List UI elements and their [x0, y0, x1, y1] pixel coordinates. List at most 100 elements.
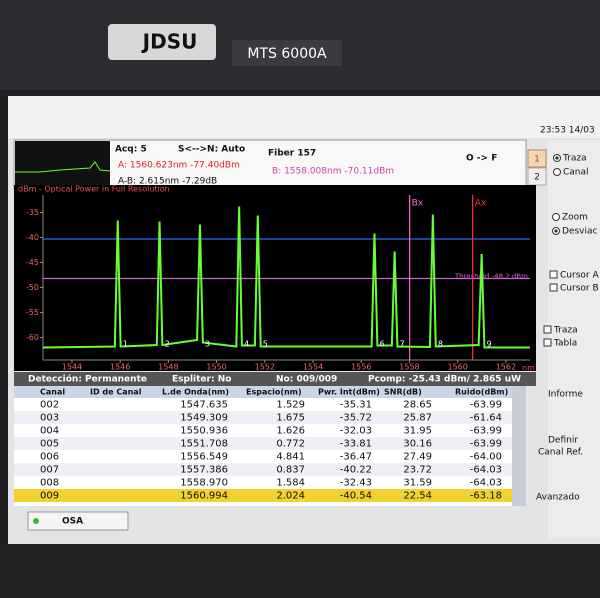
peak-label: 8: [438, 340, 443, 349]
button-1[interactable]: [527, 149, 547, 168]
table-cell: 008: [40, 478, 59, 489]
x-axis-unit: nm: [522, 364, 535, 373]
threshold-label: Threshold -48.2 dBm: [454, 273, 528, 281]
fiber: Fiber 157: [268, 149, 316, 159]
table-cell: 1547.635: [180, 400, 228, 411]
table-row[interactable]: [14, 411, 512, 424]
radio-dot: [554, 229, 558, 233]
deteccion: Detección: Permanente: [28, 374, 147, 385]
table-cell: -64.00: [470, 452, 502, 463]
button-1-label: 1: [534, 155, 540, 165]
table-cell: 25.87: [403, 413, 432, 424]
radio-label: Canal: [563, 168, 589, 178]
table-cell: -35.72: [340, 413, 372, 424]
checkbox[interactable]: [543, 338, 552, 347]
mini-trace-line: [15, 161, 111, 173]
button-2[interactable]: [527, 167, 547, 186]
table-cell: 004: [40, 426, 59, 437]
table-cell: 1557.386: [180, 465, 228, 476]
mini-trace: [15, 141, 110, 187]
table-cell: -64.03: [470, 465, 502, 476]
channel-count: No: 009/009: [276, 375, 337, 385]
peak-label: 9: [487, 340, 492, 349]
tab-led: [33, 518, 39, 524]
x-tick-label: 1544: [62, 363, 82, 372]
table-cell: 0.837: [276, 465, 305, 476]
x-tick-label: 1554: [303, 363, 323, 372]
x-tick-label: 1548: [158, 363, 178, 372]
peak-label: 6: [379, 340, 384, 349]
table-cell: 0.772: [276, 439, 305, 450]
x-tick-label: 1558: [399, 363, 419, 372]
definir-button-line2[interactable]: Canal Ref.: [538, 448, 583, 458]
tab[interactable]: [27, 511, 129, 531]
status-bar: [8, 96, 600, 138]
peak-label: 7: [400, 340, 405, 349]
table-cell: 30.16: [403, 439, 432, 450]
avanzado-button[interactable]: Avanzado: [536, 493, 580, 503]
x-tick-label: 1562: [496, 363, 516, 372]
table-cell: 2.024: [276, 491, 305, 502]
table-row[interactable]: [14, 463, 512, 476]
x-tick-label: 1556: [351, 363, 371, 372]
table-row[interactable]: [14, 450, 512, 463]
table-cell: 1.584: [276, 478, 305, 489]
y-tick-label: -40: [26, 233, 39, 242]
table-cell: -40.54: [340, 491, 372, 502]
table-header-cell: Espacio(nm): [246, 388, 302, 397]
table-cell: 22.54: [403, 491, 432, 502]
table-cell: -40.22: [340, 465, 372, 476]
definir-button[interactable]: Definir: [548, 436, 578, 446]
table-header: [14, 386, 512, 398]
table-cell: 005: [40, 439, 59, 450]
checkbox[interactable]: [543, 325, 552, 334]
y-tick-label: -45: [26, 258, 39, 267]
y-axis-label: dBm - Optical Power in Full Resolution: [18, 185, 170, 194]
table-row[interactable]: [14, 424, 512, 437]
table-cell: 1556.549: [180, 452, 228, 463]
radio[interactable]: [553, 168, 561, 176]
checkbox[interactable]: [549, 283, 558, 292]
table-cell: -63.99: [470, 439, 502, 450]
table-cell: 23.72: [403, 465, 432, 476]
radio[interactable]: [552, 213, 560, 221]
time: 23:53 14/03: [540, 126, 595, 136]
table-cell: -63.99: [470, 426, 502, 437]
table-cell: 1558.970: [180, 478, 228, 489]
table-row[interactable]: [14, 476, 512, 489]
checkbox[interactable]: [549, 270, 558, 279]
table-header-cell: Ruido(dBm): [455, 388, 508, 397]
table-row[interactable]: [14, 489, 512, 502]
table-row[interactable]: [14, 437, 512, 450]
table-cell: -35.31: [340, 400, 372, 411]
informe-button[interactable]: Informe: [548, 390, 583, 400]
table-cell: -63.99: [470, 400, 502, 411]
table-cell: 1.675: [276, 413, 305, 424]
pcomp: Pcomp: -25.43 dBm/ 2.865 uW: [368, 375, 521, 385]
button-2-label: 2: [534, 173, 540, 183]
table-cell: 28.65: [403, 400, 432, 411]
radio-label: Traza: [562, 154, 587, 164]
checkbox-label: Cursor B: [560, 284, 599, 294]
scroll-bar[interactable]: [512, 386, 526, 506]
spectrum-trace: [42, 206, 530, 349]
peak-label: 1: [123, 340, 128, 349]
peak-label: 2: [165, 340, 170, 349]
table-cell: -63.18: [470, 491, 502, 502]
table-header-cell: Pwr. Int(dBm): [318, 388, 380, 397]
sn-mode: S<-->N: Auto: [178, 145, 245, 155]
table-row[interactable]: [14, 398, 512, 411]
peak-label: 5: [263, 340, 268, 349]
table-cell: 007: [40, 465, 59, 476]
checkbox-label: Tabla: [553, 339, 577, 349]
table-cell: 1549.309: [180, 413, 228, 424]
brand: JDSU: [141, 30, 198, 54]
table-cell: 31.59: [403, 478, 432, 489]
bezel-bottom: [0, 544, 600, 598]
a-b-readout: A-B: 2.615nm -7.29dB: [118, 177, 217, 187]
radio-label: Zoom: [562, 213, 588, 223]
cursor-label: Bx: [412, 199, 424, 209]
radio-label: Desviac: [562, 227, 597, 237]
